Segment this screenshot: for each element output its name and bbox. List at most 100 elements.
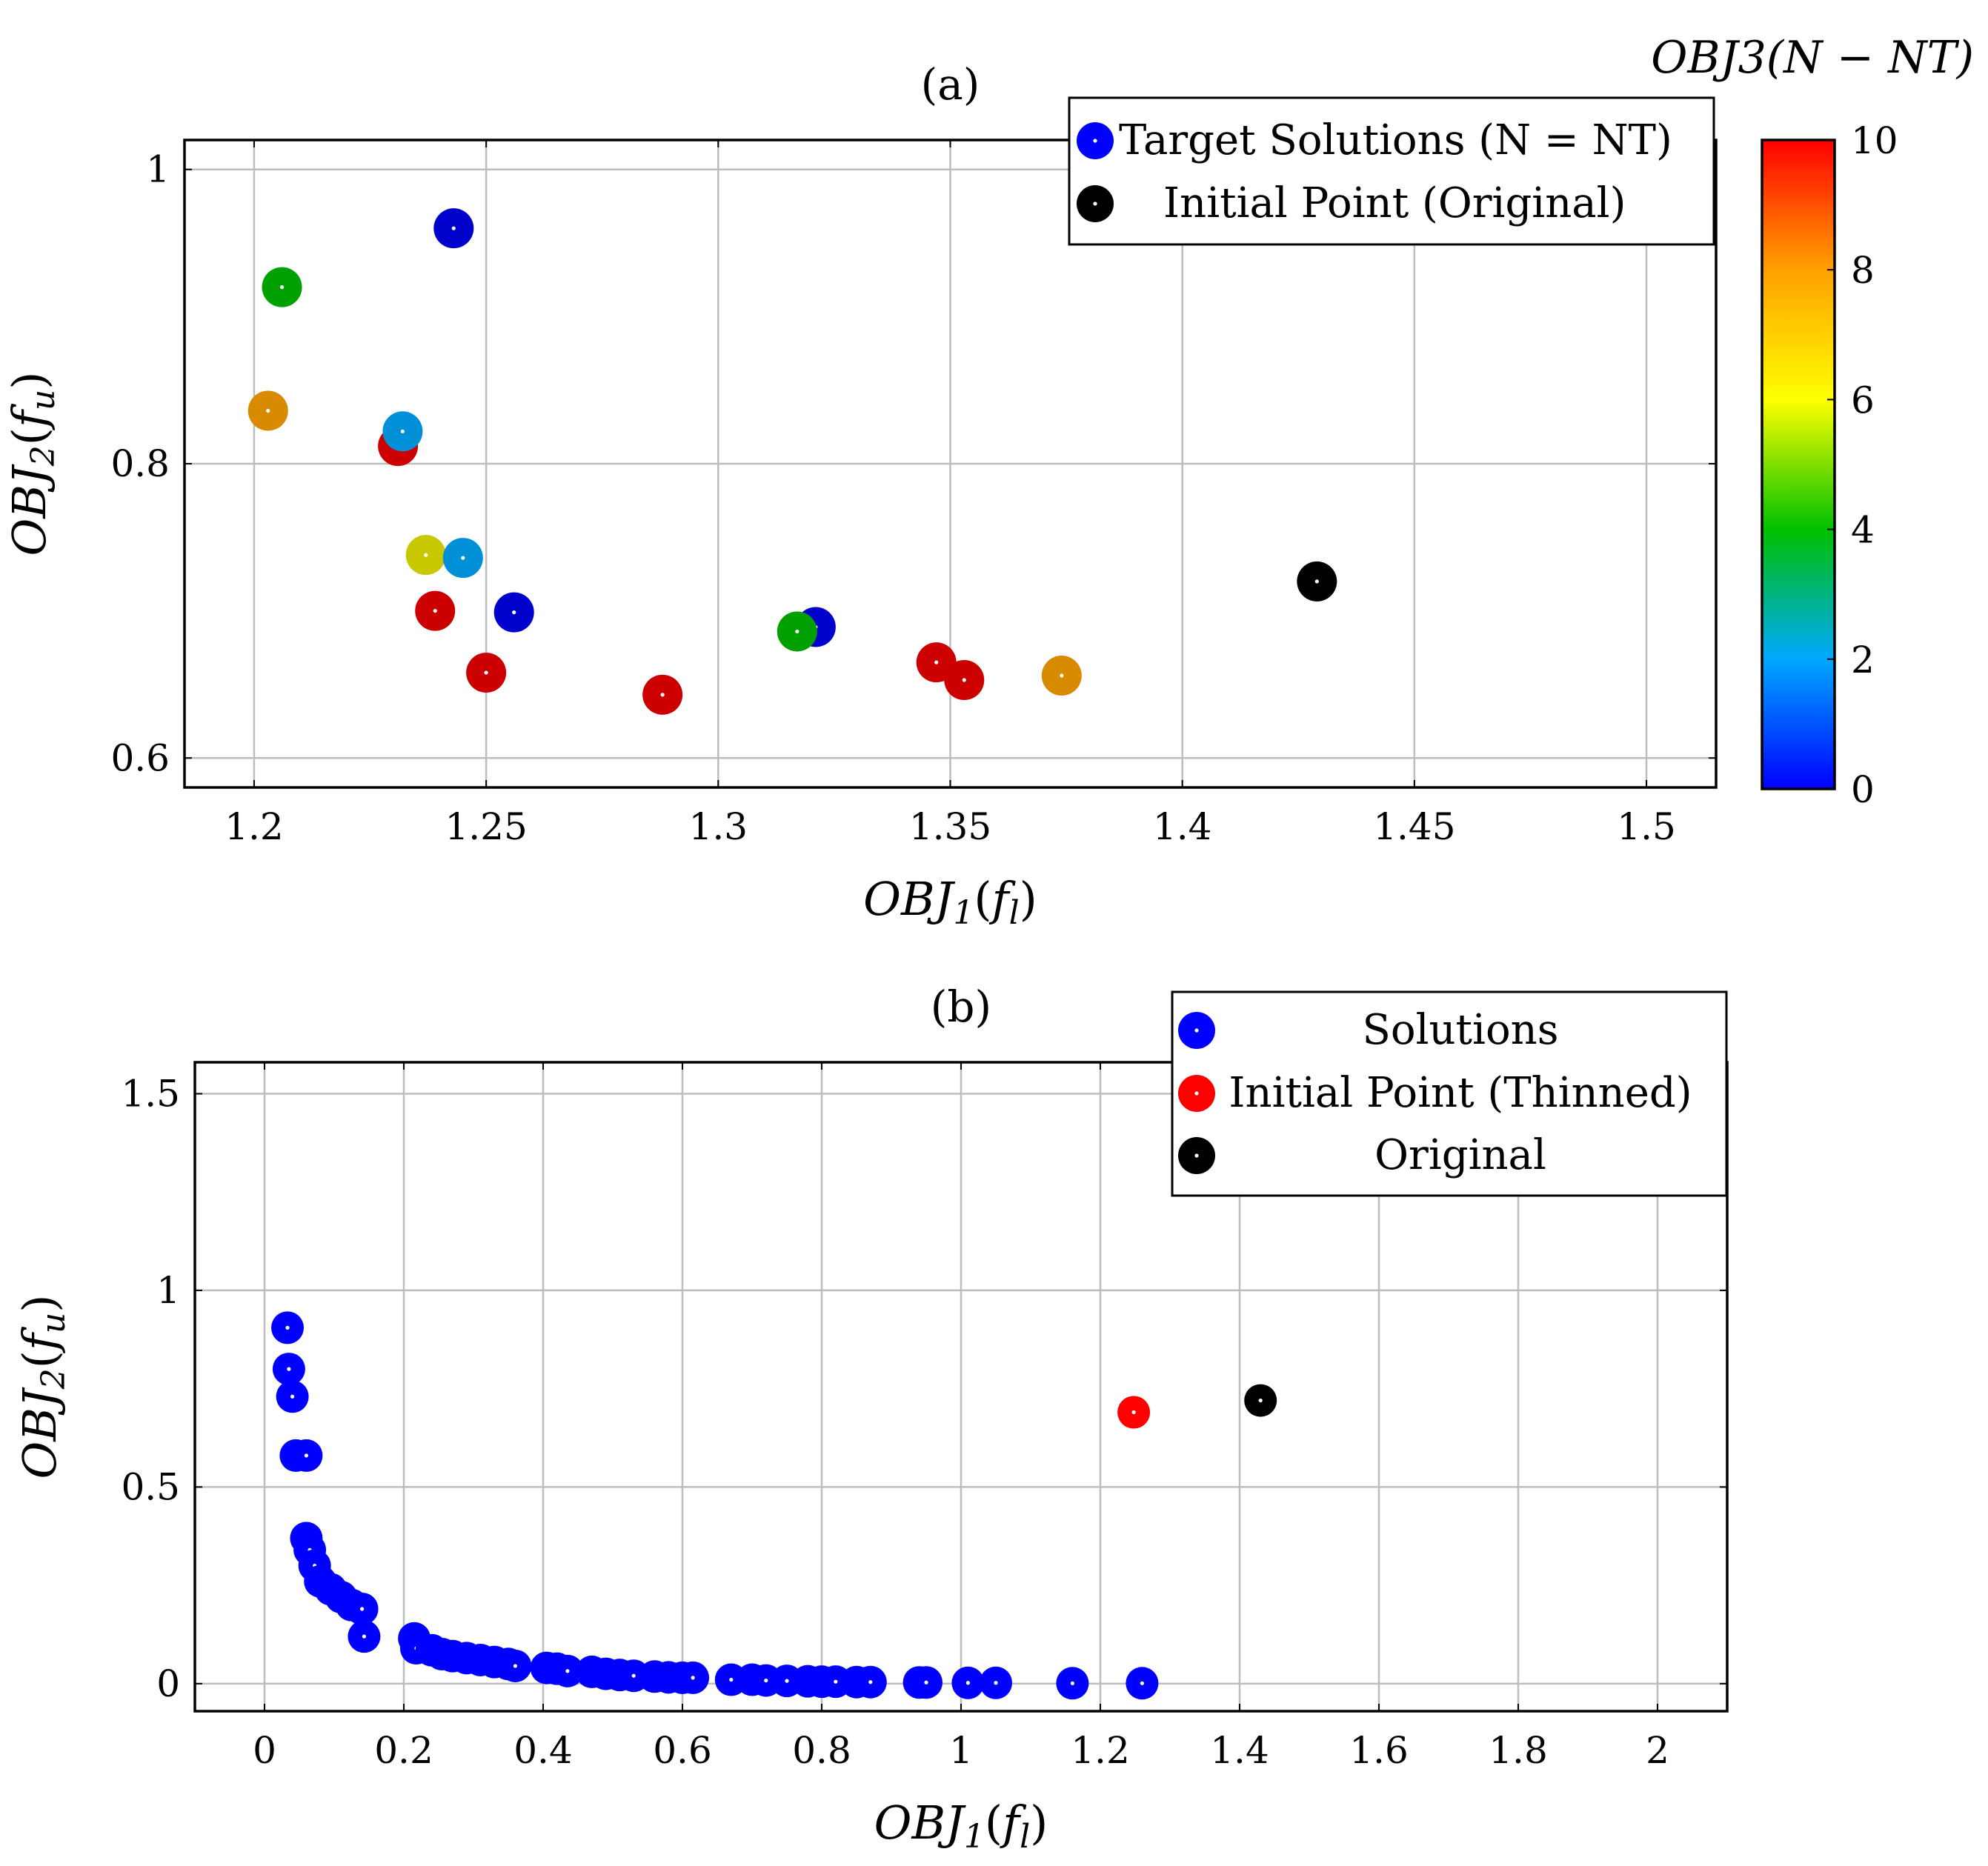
legend-marker-center <box>1194 1028 1199 1033</box>
data-point-center <box>360 1607 365 1611</box>
data-point <box>499 1649 532 1682</box>
x-tick-label: 1.2 <box>1071 1729 1130 1772</box>
data-point <box>1297 561 1337 602</box>
data-point-center <box>924 1680 928 1685</box>
data-point <box>272 1353 305 1386</box>
data-point-center <box>1258 1398 1263 1403</box>
data-point <box>442 538 483 579</box>
data-point-center <box>279 285 285 290</box>
data-point-center <box>362 1634 367 1639</box>
y-axis-label: OBJ2(fu) <box>2 372 62 556</box>
data-point-center <box>1060 673 1064 678</box>
data-point <box>348 1620 381 1653</box>
data-point <box>980 1666 1012 1699</box>
x-tick-label: 1.3 <box>689 805 748 848</box>
data-point <box>466 653 507 693</box>
x-tick-label: 1.5 <box>1617 805 1676 848</box>
x-tick-label: 1 <box>949 1729 973 1772</box>
data-point <box>1244 1384 1277 1417</box>
y-tick-label: 1 <box>146 148 170 191</box>
legend-item: Solutions <box>1178 1006 1559 1054</box>
data-point-center <box>994 1681 998 1685</box>
data-point-center <box>660 693 665 697</box>
data-point-center <box>484 670 488 675</box>
colorbar-tick-label: 4 <box>1851 509 1875 552</box>
data-point-center <box>433 609 437 613</box>
data-point <box>676 1661 710 1694</box>
data-point-center <box>729 1677 734 1682</box>
legend-item: Target Solutions (N = NT) <box>1077 116 1672 164</box>
data-point-center <box>691 1676 695 1680</box>
x-tick-label: 0.4 <box>513 1729 573 1772</box>
data-point <box>415 590 456 631</box>
data-point-center <box>934 660 939 664</box>
data-point-center <box>834 1679 838 1684</box>
data-point-center <box>266 408 270 413</box>
colorbar: 0 2 4 6 8 10 OBJ3(N − NT) <box>1651 32 1974 811</box>
data-point-center <box>1131 1410 1136 1415</box>
data-point <box>493 592 534 633</box>
data-point-center <box>631 1673 636 1678</box>
data-point <box>405 535 446 576</box>
x-axis-label: OBJ1(fl) <box>874 1796 1048 1856</box>
x-tick-label: 1.6 <box>1349 1729 1409 1772</box>
x-tick-label: 0 <box>253 1729 276 1772</box>
data-point <box>642 674 683 715</box>
legend-marker-center <box>1093 139 1097 143</box>
chart-title: (a) <box>921 59 980 110</box>
legend-label: Target Solutions (N = NT) <box>1119 116 1672 164</box>
data-point-center <box>304 1453 308 1458</box>
legend-marker-center <box>1194 1153 1199 1158</box>
y-tick-label: 0 <box>156 1662 180 1705</box>
data-point <box>345 1592 379 1625</box>
colorbar-tick-label: 8 <box>1851 249 1875 292</box>
legend-marker-center <box>1093 201 1097 206</box>
data-point-center <box>1070 1681 1074 1685</box>
data-point-center <box>513 1664 518 1668</box>
colorbar-tick-label: 10 <box>1851 119 1898 162</box>
x-tick-label: 1.25 <box>445 805 527 848</box>
x-tick-label: 1.8 <box>1489 1729 1548 1772</box>
chart-a: 1.2 1.25 1.3 1.35 1.4 1.45 1.5 0.6 0.8 1 (a) OBJ1(f… <box>2 32 1974 932</box>
data-point-center <box>764 1678 768 1683</box>
data-point-center <box>400 429 405 433</box>
data-point-center <box>962 678 966 682</box>
x-tick-label: 0.6 <box>653 1729 712 1772</box>
data-point <box>1056 1667 1089 1700</box>
x-axis-label: OBJ1(fl) <box>863 872 1037 932</box>
data-point-center <box>1140 1681 1144 1685</box>
x-tick-label: 1.4 <box>1153 805 1212 848</box>
data-point-center <box>287 1367 291 1371</box>
data-point <box>271 1311 305 1344</box>
y-axis-label: OBJ2(fu) <box>13 1295 73 1479</box>
legend-marker-center <box>1194 1091 1199 1096</box>
data-point <box>951 1666 985 1699</box>
colorbar-gradient <box>1761 139 1836 790</box>
data-point-center <box>1314 579 1319 584</box>
x-tick-label: 1.35 <box>909 805 991 848</box>
chart-title: (b) <box>931 982 991 1032</box>
data-point <box>382 411 423 452</box>
data-point-center <box>461 556 465 560</box>
legend: Solutions Initial Point (Thinned) Original <box>1171 990 1728 1197</box>
y-tick-label: 1 <box>156 1269 180 1312</box>
legend-label: Initial Point (Original) <box>1163 179 1626 227</box>
legend-item: Original <box>1178 1131 1546 1179</box>
data-point <box>854 1665 887 1699</box>
data-point <box>551 1654 584 1687</box>
data-point <box>276 1380 309 1413</box>
y-tick-label: 0.5 <box>121 1465 180 1508</box>
data-point-center <box>451 226 456 230</box>
data-point-center <box>285 1325 290 1330</box>
data-point <box>777 611 817 652</box>
data-point <box>1041 656 1082 696</box>
data-point-center <box>565 1669 570 1673</box>
data-point <box>290 1439 323 1472</box>
x-tick-label: 0.8 <box>792 1729 851 1772</box>
data-point <box>247 390 288 431</box>
data-point <box>944 659 985 700</box>
x-tick-label: 2 <box>1646 1729 1669 1772</box>
data-point-center <box>795 629 799 634</box>
legend-item: Initial Point (Thinned) <box>1178 1069 1692 1117</box>
